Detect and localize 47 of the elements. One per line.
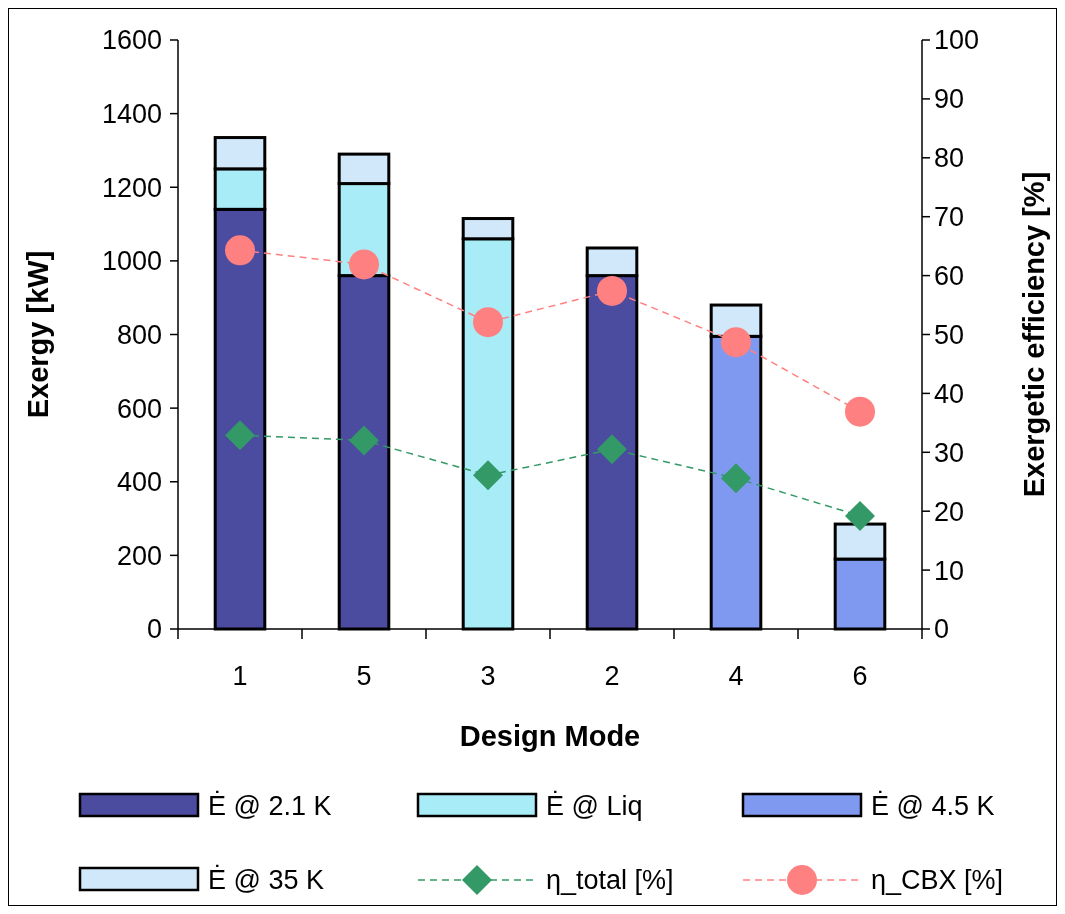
y2-tick-label: 0: [934, 614, 950, 645]
point: [597, 434, 627, 465]
y2-tick-label: 60: [934, 261, 965, 292]
y-tick-label: 1200: [101, 172, 162, 203]
point: [597, 275, 627, 306]
y-tick-label: 400: [116, 467, 162, 498]
y-axis-title: Exergy [kW]: [22, 250, 54, 419]
y-tick-label: 200: [116, 540, 162, 571]
y2-tick-label: 40: [934, 378, 965, 409]
point: [349, 249, 379, 280]
y2-tick-label: 100: [934, 25, 980, 56]
x-tick-label: 5: [356, 661, 372, 691]
x-tick-label: 2: [604, 661, 620, 691]
point: [225, 235, 255, 266]
y-tick-label: 800: [116, 319, 162, 350]
y2-tick-label: 20: [934, 496, 965, 527]
y-tick-label: 1400: [101, 99, 162, 130]
point: [349, 425, 379, 456]
x-tick-label: 4: [728, 661, 744, 691]
y2-tick-label: 70: [934, 202, 965, 233]
y-tick-label: 600: [116, 393, 162, 424]
y2-tick-label: 90: [934, 84, 965, 115]
point: [225, 420, 255, 451]
point: [473, 307, 503, 338]
y-tick-label: 1600: [101, 25, 162, 56]
legend-label: η_total [%]: [546, 865, 674, 896]
y2-tick-label: 30: [934, 437, 965, 468]
legend-label: Ė @ Liq: [546, 790, 643, 822]
point: [473, 460, 503, 491]
y2-axis-title: Exergetic efficiency [%]: [1018, 171, 1050, 498]
y2-tick-label: 50: [934, 319, 965, 350]
point: [721, 327, 751, 358]
x-axis-title: Design Mode: [459, 720, 641, 752]
y-tick-label: 0: [146, 614, 162, 645]
legend-label: Ė @ 2.1 K: [208, 790, 332, 822]
y2-tick-label: 80: [934, 143, 965, 174]
legend-label: Ė @ 35 K: [208, 864, 324, 896]
x-tick-label: 3: [480, 661, 496, 691]
x-tick-label: 1: [232, 661, 248, 691]
point: [845, 396, 875, 427]
x-tick-label: 6: [852, 661, 868, 691]
y-tick-label: 1000: [101, 246, 162, 277]
point: [721, 463, 751, 494]
legend-label: Ė @ 4.5 K: [871, 790, 995, 822]
y2-tick-label: 10: [934, 555, 965, 586]
legend-label: η_CBX [%]: [871, 865, 1004, 896]
point: [845, 500, 875, 531]
